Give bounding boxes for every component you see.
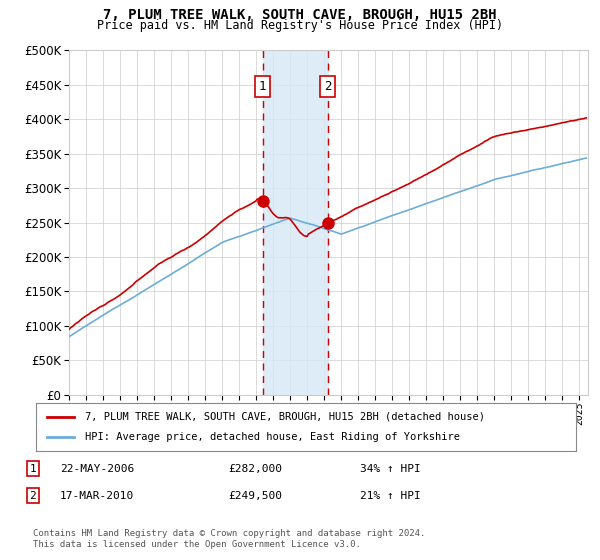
Text: 7, PLUM TREE WALK, SOUTH CAVE, BROUGH, HU15 2BH: 7, PLUM TREE WALK, SOUTH CAVE, BROUGH, H…: [103, 8, 497, 22]
Text: 1: 1: [29, 464, 37, 474]
Text: 17-MAR-2010: 17-MAR-2010: [60, 491, 134, 501]
Text: Price paid vs. HM Land Registry's House Price Index (HPI): Price paid vs. HM Land Registry's House …: [97, 19, 503, 32]
Text: 2: 2: [29, 491, 37, 501]
Text: 34% ↑ HPI: 34% ↑ HPI: [360, 464, 421, 474]
Text: 22-MAY-2006: 22-MAY-2006: [60, 464, 134, 474]
Text: £282,000: £282,000: [228, 464, 282, 474]
Text: 1: 1: [259, 80, 266, 93]
Bar: [263, 50, 328, 395]
Text: HPI: Average price, detached house, East Riding of Yorkshire: HPI: Average price, detached house, East…: [85, 432, 460, 442]
Text: £249,500: £249,500: [228, 491, 282, 501]
Text: 21% ↑ HPI: 21% ↑ HPI: [360, 491, 421, 501]
Text: 7, PLUM TREE WALK, SOUTH CAVE, BROUGH, HU15 2BH (detached house): 7, PLUM TREE WALK, SOUTH CAVE, BROUGH, H…: [85, 412, 485, 422]
Text: Contains HM Land Registry data © Crown copyright and database right 2024.
This d: Contains HM Land Registry data © Crown c…: [33, 529, 425, 549]
Text: 2: 2: [324, 80, 331, 93]
